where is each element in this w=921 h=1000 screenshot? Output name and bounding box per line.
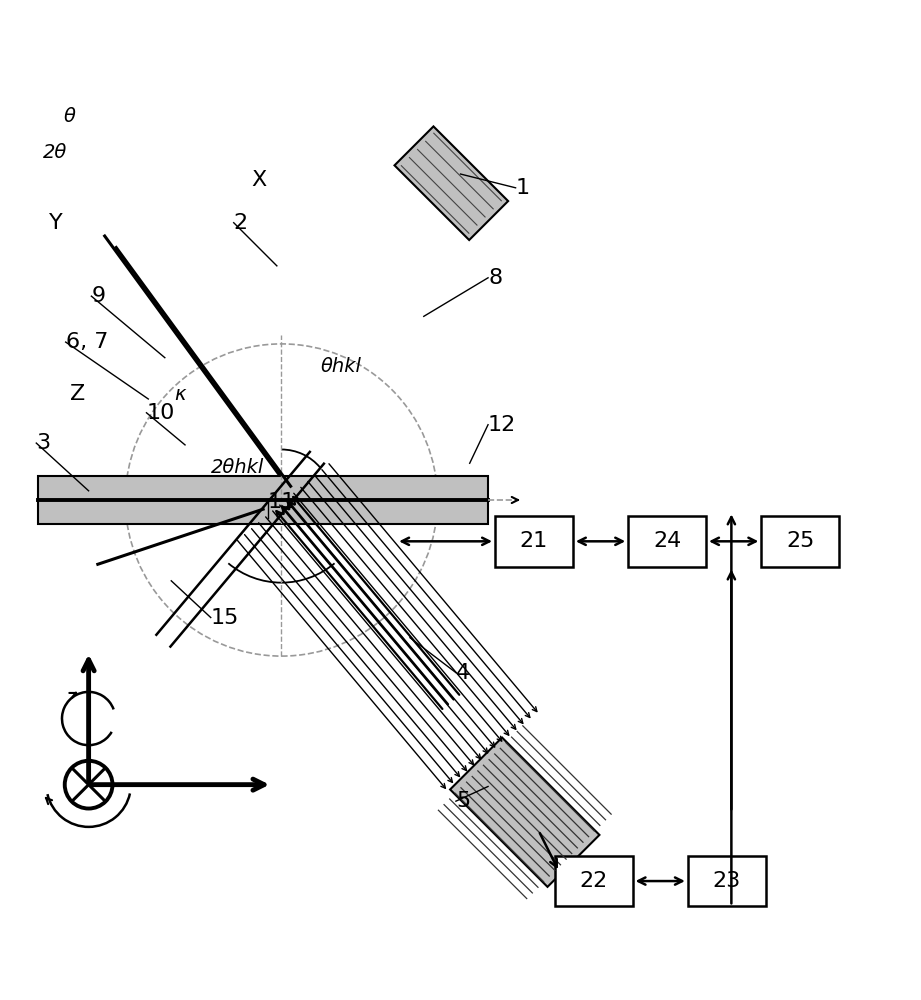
Text: 24: 24 [653, 531, 682, 551]
FancyBboxPatch shape [554, 856, 633, 906]
Text: θ: θ [64, 107, 76, 126]
Text: 6, 7: 6, 7 [65, 332, 108, 352]
Text: κ: κ [174, 385, 185, 404]
Text: X: X [251, 170, 266, 190]
FancyBboxPatch shape [38, 476, 488, 524]
Text: 5: 5 [456, 791, 470, 811]
Text: 12: 12 [488, 415, 517, 435]
Polygon shape [394, 126, 508, 240]
Text: 8: 8 [488, 268, 502, 288]
Text: 25: 25 [786, 531, 814, 551]
FancyBboxPatch shape [628, 516, 706, 567]
Text: 2θhkl: 2θhkl [211, 458, 264, 477]
FancyBboxPatch shape [495, 516, 573, 567]
Text: 9: 9 [91, 286, 106, 306]
Text: θhkl: θhkl [321, 357, 362, 376]
Text: 2: 2 [234, 213, 248, 233]
Polygon shape [450, 738, 600, 887]
Text: Z: Z [70, 384, 86, 404]
Text: 1: 1 [516, 178, 530, 198]
Text: 4: 4 [456, 663, 470, 683]
Text: 11: 11 [268, 492, 296, 512]
Text: 2θ: 2θ [42, 143, 67, 162]
Text: 15: 15 [211, 608, 239, 628]
FancyBboxPatch shape [688, 856, 765, 906]
FancyBboxPatch shape [762, 516, 839, 567]
Text: 10: 10 [146, 403, 175, 423]
Text: 23: 23 [713, 871, 740, 891]
Text: 3: 3 [36, 433, 51, 453]
Text: Y: Y [49, 213, 63, 233]
Text: 21: 21 [519, 531, 548, 551]
Text: 22: 22 [579, 871, 608, 891]
